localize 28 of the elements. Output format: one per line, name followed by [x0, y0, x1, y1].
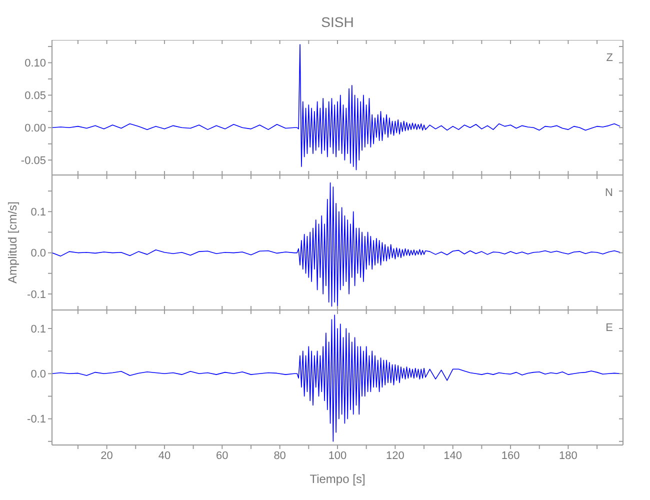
y-tick-label: 0.1 [30, 323, 46, 336]
x-tick-label: 20 [100, 450, 113, 462]
chart-title: SISH [320, 13, 355, 32]
x-tick-label: 80 [274, 450, 286, 462]
y-tick-label: 0.10 [24, 58, 46, 70]
line-series [52, 44, 621, 170]
text: Z [606, 52, 613, 64]
line-series [52, 182, 621, 307]
line-series [52, 314, 621, 442]
y-tick-label: 0.05 [24, 90, 46, 102]
y-tick-label: -0.1 [27, 288, 46, 301]
x-tick-label: 60 [216, 450, 228, 462]
y-tick-label: 0.1 [30, 206, 46, 219]
y-tick-label: 0.0 [30, 248, 46, 260]
x-tick-label: 120 [386, 450, 404, 462]
x-tick-label: 140 [444, 450, 462, 462]
x-tick-label: 100 [328, 450, 347, 462]
x-tick-label: 40 [158, 450, 171, 462]
x-axis-title: Tiempo [s] [310, 472, 366, 486]
x-tick-label: 160 [501, 450, 520, 462]
y-tick-label: 0.00 [24, 122, 46, 135]
y-axis-title: Amplitud [cm/s] [5, 201, 20, 284]
y-tick-label: -0.1 [27, 414, 46, 426]
text: N [605, 187, 613, 199]
text: E [606, 322, 613, 334]
x-tick-label: 180 [559, 450, 578, 462]
y-tick-label: -0.05 [20, 154, 46, 167]
y-tick-label: 0.0 [30, 368, 46, 381]
